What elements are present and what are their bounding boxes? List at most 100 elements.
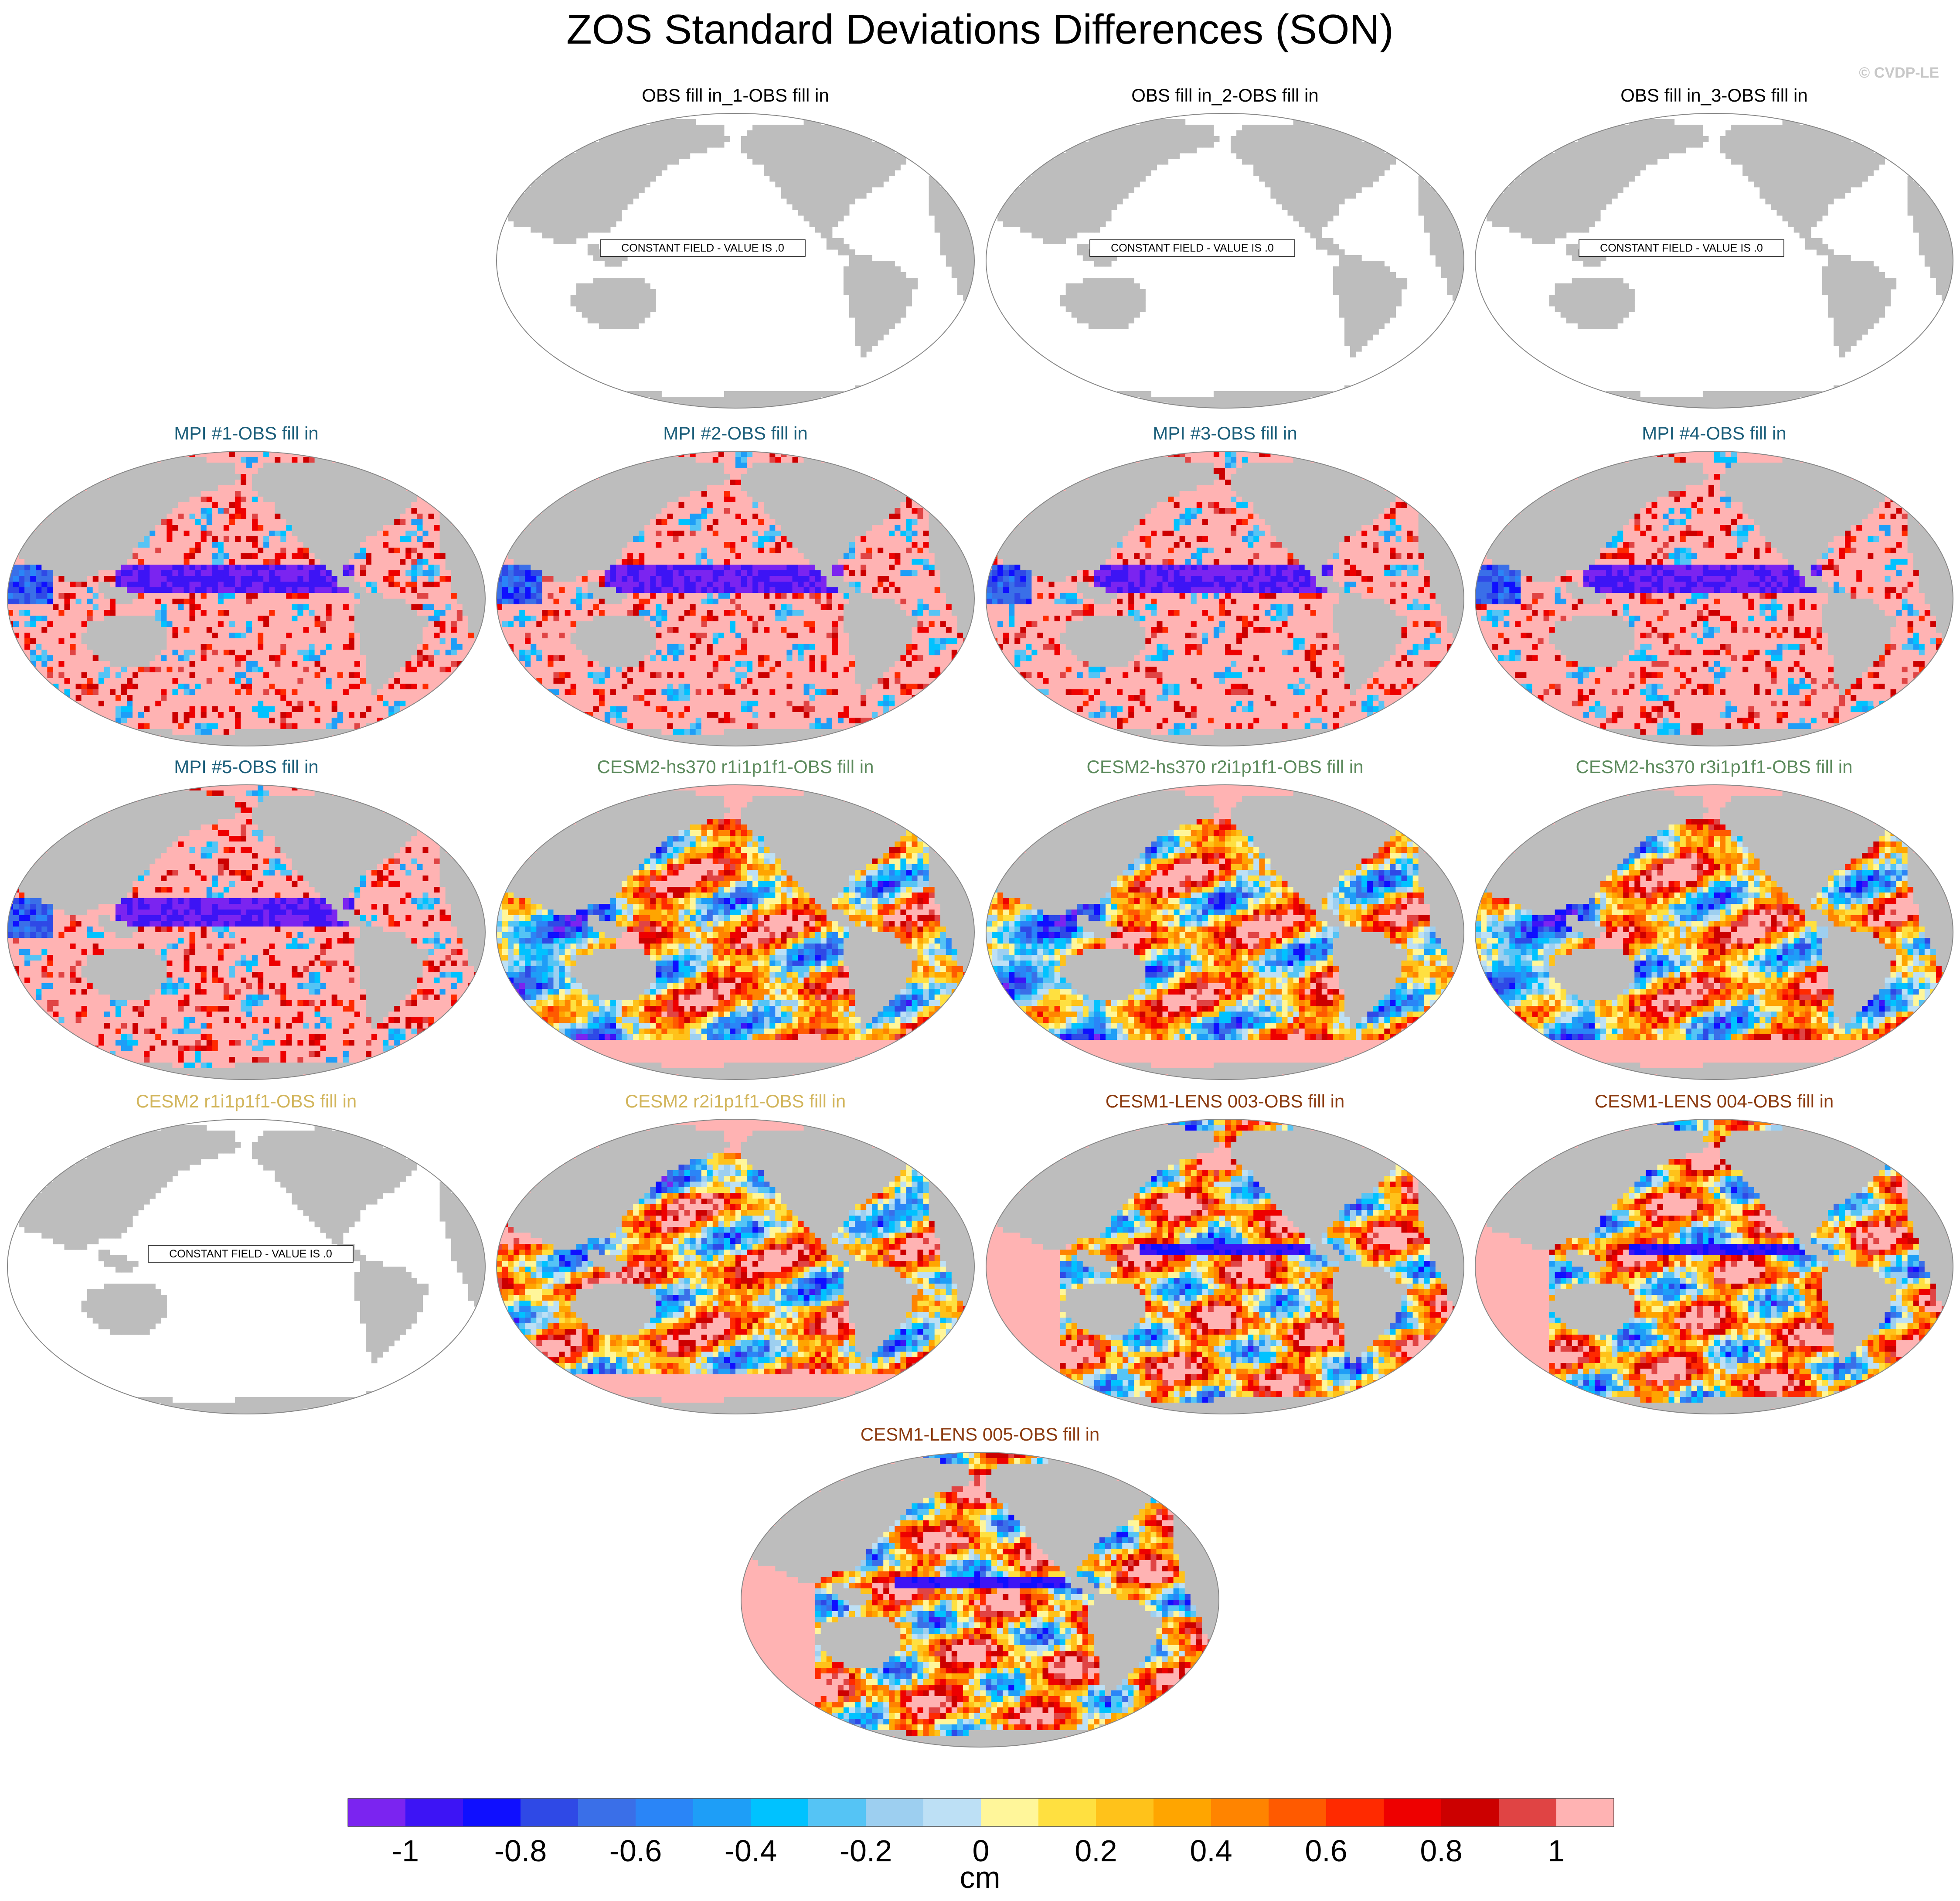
field-cells <box>1475 785 1953 1080</box>
colorbar-swatch <box>693 1799 751 1826</box>
map-panel: CESM2 r1i1p1f1-OBS fill in CONSTANT FIELD… <box>7 1091 486 1414</box>
field-cells <box>997 119 1464 408</box>
colorbar-swatch <box>463 1799 521 1826</box>
map-outline <box>7 451 486 746</box>
map-outline <box>7 784 486 1080</box>
field-cells <box>1475 1119 1953 1414</box>
map-outline <box>1475 113 1953 409</box>
colorbar-swatch <box>923 1799 981 1826</box>
map-panel: CESM1-LENS 004-OBS fill in <box>1475 1091 1953 1414</box>
panel-title: CESM1-LENS 005-OBS fill in <box>861 1424 1100 1444</box>
colorbar-swatch <box>981 1799 1039 1826</box>
field-cells <box>986 785 1464 1080</box>
constant-field-label: CONSTANT FIELD - VALUE IS .0 <box>169 1248 332 1260</box>
field-cells <box>1487 119 1953 408</box>
panel-title: OBS fill in_2-OBS fill in <box>1131 85 1318 106</box>
colorbar-swatch <box>1556 1799 1614 1826</box>
colorbar-swatch <box>1038 1799 1096 1826</box>
colorbar-swatch <box>1384 1799 1442 1826</box>
constant-field-box <box>1579 239 1784 257</box>
colorbar-swatch <box>348 1799 406 1826</box>
map-panel: CESM2 r2i1p1f1-OBS fill in <box>496 1091 975 1414</box>
map-panel: CESM2-hs370 r3i1p1f1-OBS fill in <box>1475 756 1953 1080</box>
constant-field-box <box>1089 239 1295 257</box>
colorbar-swatch <box>751 1799 809 1826</box>
panel-title: CESM2-hs370 r2i1p1f1-OBS fill in <box>1087 756 1364 777</box>
map-panel: CESM2-hs370 r1i1p1f1-OBS fill in <box>496 756 975 1080</box>
panel-title: CESM2-hs370 r1i1p1f1-OBS fill in <box>597 756 874 777</box>
colorbar-tick-label: 0.6 <box>1305 1834 1347 1868</box>
constant-field-label: CONSTANT FIELD - VALUE IS .0 <box>1111 242 1274 254</box>
map-panel: OBS fill in_3-OBS fill in CONSTANT FIELD … <box>1475 85 1953 409</box>
colorbar-swatch <box>808 1799 866 1826</box>
field-cells <box>7 785 485 1080</box>
colorbar-swatch <box>1441 1799 1499 1826</box>
panel-title: CESM1-LENS 003-OBS fill in <box>1106 1091 1345 1111</box>
colorbar-swatch <box>1499 1799 1557 1826</box>
colorbar: -1 -0.8 -0.6 -0.4 -0.2 0 0.2 0.4 0.6 0.8 1 <box>347 1798 1614 1868</box>
colorbar-swatch <box>578 1799 636 1826</box>
map-outline <box>986 451 1464 746</box>
panel-title: CESM2 r2i1p1f1-OBS fill in <box>625 1091 846 1111</box>
field-cells <box>986 1119 1464 1414</box>
colorbar-tick-label: -1 <box>392 1834 419 1868</box>
map-outline <box>741 1452 1219 1748</box>
colorbar-tick-label: 0 <box>973 1834 990 1868</box>
constant-field-box <box>600 239 806 257</box>
field-cells <box>497 451 974 746</box>
colorbar-tick-label: -0.4 <box>725 1834 777 1868</box>
map-panel: CESM1-LENS 003-OBS fill in <box>986 1091 1464 1414</box>
constant-field-box <box>148 1245 354 1263</box>
field-cells <box>497 785 974 1080</box>
colorbar-swatch <box>866 1799 924 1826</box>
map-panel: MPI #5-OBS fill in <box>7 756 486 1080</box>
map-panel: MPI #4-OBS fill in <box>1475 423 1953 746</box>
colorbar-tick-label: 1 <box>1548 1834 1565 1868</box>
map-outline <box>496 784 975 1080</box>
map-outline <box>986 113 1464 409</box>
map-outline <box>7 1119 486 1414</box>
colorbar-swatch <box>636 1799 694 1826</box>
colorbar-frame <box>347 1798 1614 1827</box>
field-cells <box>986 451 1464 746</box>
field-cells <box>497 1119 974 1414</box>
map-outline <box>1475 451 1953 746</box>
colorbar-swatch <box>1269 1799 1327 1826</box>
colorbar-swatch <box>1154 1799 1211 1826</box>
colorbar-tick-label: 0.2 <box>1075 1834 1117 1868</box>
panel-title: CESM1-LENS 004-OBS fill in <box>1595 1091 1834 1111</box>
panel-title: MPI #5-OBS fill in <box>174 756 318 777</box>
colorbar-swatch <box>1211 1799 1269 1826</box>
panel-title: OBS fill in_1-OBS fill in <box>642 85 829 106</box>
colorbar-swatch <box>1326 1799 1384 1826</box>
colorbar-tick-label: -0.8 <box>494 1834 547 1868</box>
map-outline <box>496 1119 975 1414</box>
map-panel: MPI #2-OBS fill in <box>496 423 975 746</box>
constant-field-label: CONSTANT FIELD - VALUE IS .0 <box>621 242 784 254</box>
map-panel: OBS fill in_2-OBS fill in CONSTANT FIELD … <box>986 85 1464 409</box>
map-panel: MPI #3-OBS fill in <box>986 423 1464 746</box>
constant-field-label: CONSTANT FIELD - VALUE IS .0 <box>1600 242 1763 254</box>
map-outline <box>986 784 1464 1080</box>
colorbar-tick-label: 0.4 <box>1190 1834 1232 1868</box>
panel-title: CESM2 r1i1p1f1-OBS fill in <box>136 1091 357 1111</box>
field-cells <box>7 451 485 746</box>
map-outline <box>1475 784 1953 1080</box>
panel-title: MPI #1-OBS fill in <box>174 423 318 443</box>
panel-title: MPI #3-OBS fill in <box>1153 423 1297 443</box>
panel-title: MPI #2-OBS fill in <box>663 423 807 443</box>
colorbar-swatch <box>1096 1799 1154 1826</box>
map-outline <box>496 113 975 409</box>
colorbar-tick-label: -0.6 <box>609 1834 662 1868</box>
map-panel: CESM2-hs370 r2i1p1f1-OBS fill in <box>986 756 1464 1080</box>
colorbar-swatch <box>405 1799 463 1826</box>
panel-title: MPI #4-OBS fill in <box>1642 423 1786 443</box>
map-outline <box>986 1119 1464 1414</box>
map-panel: MPI #1-OBS fill in <box>7 423 486 746</box>
field-cells <box>741 1452 1219 1747</box>
panel-title: CESM2-hs370 r3i1p1f1-OBS fill in <box>1576 756 1853 777</box>
panels-layer: OBS fill in_1-OBS fill in CONSTANT FIELD … <box>7 85 1953 1748</box>
field-cells <box>1475 451 1953 746</box>
figure-title: ZOS Standard Deviations Differences (SON… <box>566 6 1394 53</box>
